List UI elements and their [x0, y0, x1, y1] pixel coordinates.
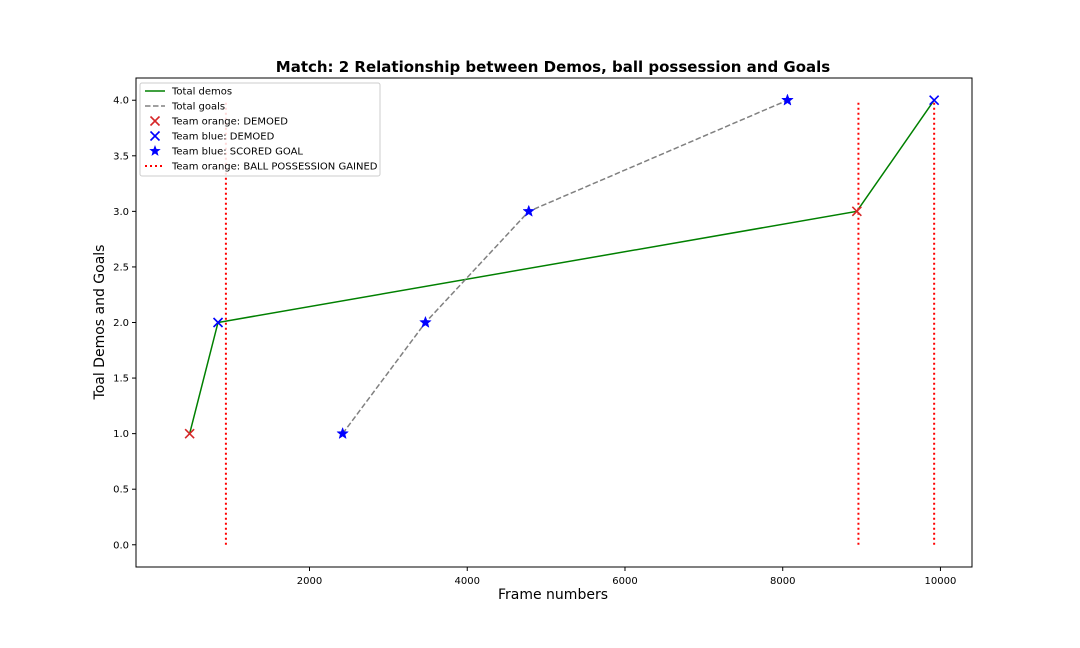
demo-marker	[851, 206, 862, 217]
demo-marker	[929, 95, 940, 106]
legend-x-marker	[149, 115, 161, 127]
demo-marker-stroke	[212, 317, 224, 328]
y-tick-label: 0.0	[113, 540, 129, 551]
y-tick-label: 3.0	[113, 207, 129, 218]
series-line	[188, 99, 935, 434]
y-tick-label: 3.5	[113, 151, 129, 162]
series-line	[342, 99, 788, 435]
legend-box	[139, 82, 381, 177]
demo-marker-stroke	[184, 428, 195, 439]
y-tick-label: 2.0	[113, 318, 129, 329]
y-tick-label: 1.5	[113, 374, 129, 385]
y-axis-label: Toal Demos and Goals	[92, 245, 108, 401]
legend-label: Team orange: BALL POSSESSION GAINED	[171, 162, 378, 173]
x-tick-label: 6000	[612, 576, 637, 587]
legend-label: Team orange: DEMOED	[171, 117, 288, 128]
legend-label: Total demos	[171, 87, 232, 98]
x-tick-label: 2000	[297, 576, 322, 587]
legend: Total demos Total goals Team orange: DEMOE…	[139, 82, 381, 177]
y-tick-label: 1.0	[113, 429, 129, 440]
demo-marker-stroke	[929, 95, 940, 106]
legend-star-marker	[149, 145, 161, 156]
demo-marker	[184, 428, 195, 439]
legend-label: Team blue: DEMOED	[171, 132, 275, 143]
legend-x-marker-stroke	[149, 130, 161, 142]
demo-marker-stroke	[851, 206, 862, 217]
chart-title: Match: 2 Relationship between Demos, bal…	[276, 58, 831, 76]
legend-label: Team blue: SCORED GOAL	[171, 147, 303, 158]
legend-x-marker-stroke	[149, 115, 161, 127]
legend-label: Total goals	[171, 102, 225, 113]
x-axis-label: Frame numbers	[498, 587, 608, 603]
x-tick-label: 8000	[770, 576, 795, 587]
legend-x-marker	[149, 130, 161, 142]
goal-star-marker	[781, 93, 794, 106]
demo-marker	[212, 317, 224, 328]
goal-star-marker	[336, 426, 350, 440]
x-tick-label: 4000	[455, 576, 480, 587]
axes: 2000 4000 6000 8000 10000 0.0 0.5 1.0 1.5 2.0 2.5 3…	[113, 96, 956, 587]
y-tick-label: 2.5	[113, 262, 129, 273]
y-tick-label: 4.0	[113, 96, 129, 107]
goal-star-marker	[419, 315, 432, 328]
y-tick-label: 0.5	[113, 485, 129, 496]
x-tick-label: 10000	[925, 576, 957, 587]
goal-star-marker	[522, 204, 536, 217]
